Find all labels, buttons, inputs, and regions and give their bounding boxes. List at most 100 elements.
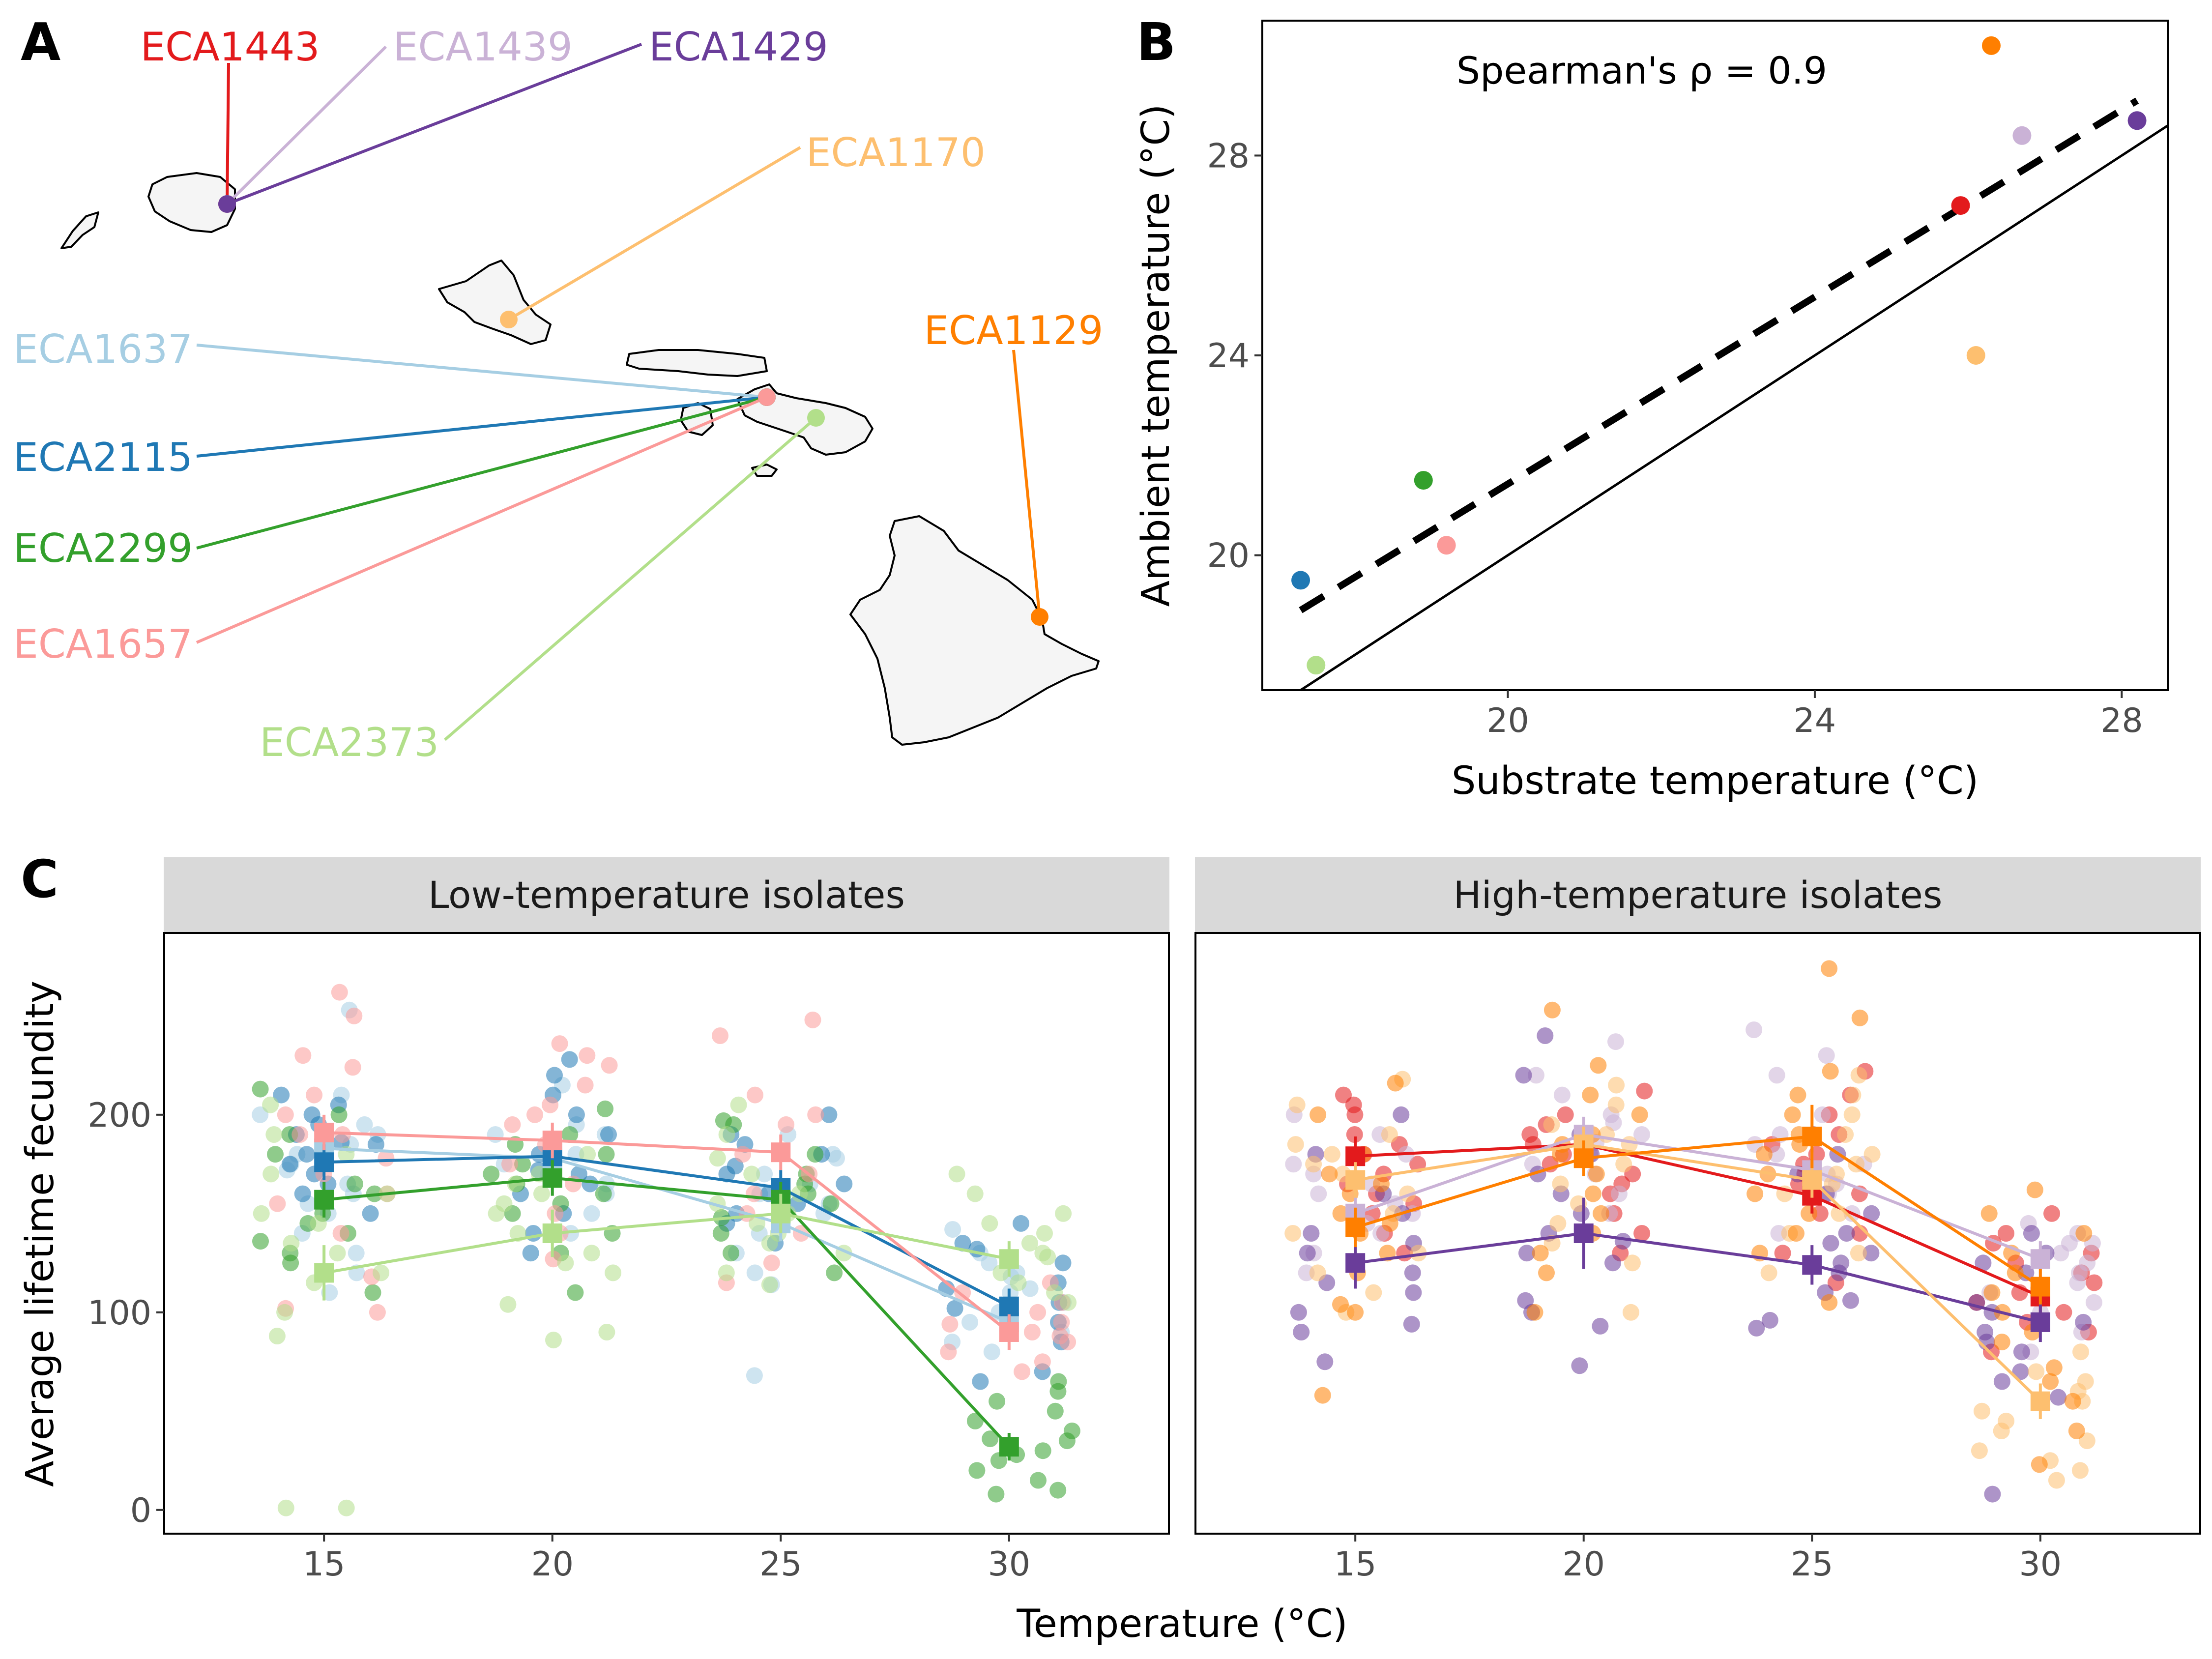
mean-marker-eca2373 — [999, 1249, 1019, 1269]
series-line-eca2299 — [323, 1176, 1011, 1448]
site-dot-eca1429 — [218, 195, 236, 213]
raw-point-eca1657 — [1053, 1313, 1070, 1331]
raw-point-eca1657 — [1014, 1363, 1031, 1380]
raw-point-eca2299 — [595, 1185, 612, 1202]
series-line-eca1439 — [1355, 1133, 2041, 1261]
raw-point-eca1170 — [1624, 1254, 1641, 1272]
mean-marker-eca1429 — [1802, 1255, 1822, 1275]
raw-point-eca2299 — [966, 1412, 984, 1429]
raw-point-eca1429 — [1604, 1254, 1621, 1272]
series-line-eca1443 — [1355, 1143, 2041, 1298]
raw-point-eca1170 — [1850, 1245, 1867, 1262]
raw-point-eca2299 — [807, 1146, 824, 1163]
leader-eca1443 — [226, 62, 230, 204]
raw-point-eca1657 — [734, 1146, 751, 1163]
facet-strip-high — [1195, 857, 2201, 932]
raw-point-eca1439 — [1610, 1185, 1628, 1202]
raw-point-eca1429 — [1518, 1245, 1535, 1262]
raw-point-eca1657 — [579, 1047, 596, 1064]
mean-marker-eca1657 — [771, 1142, 791, 1163]
raw-point-eca2373 — [545, 1332, 562, 1349]
raw-point-eca1443 — [2055, 1304, 2072, 1321]
raw-point-eca1429 — [2012, 1363, 2029, 1380]
raw-point-eca2373 — [507, 1175, 524, 1193]
mean-marker-eca2115 — [999, 1296, 1019, 1316]
raw-point-eca2299 — [598, 1146, 615, 1163]
raw-point-eca1637 — [746, 1264, 763, 1281]
site-labels: ECA1443 ECA1439 ECA1429 ECA1170 ECA1129 ECA16… — [13, 24, 1103, 765]
c-y-tick-label-100: 100 — [87, 1294, 151, 1333]
raw-point-eca2373 — [329, 1245, 346, 1262]
raw-point-eca2373 — [605, 1264, 622, 1281]
facet-strip-label-low: Low-temperature isolates — [428, 873, 905, 917]
island-oahu — [438, 260, 552, 345]
raw-point-eca1637 — [348, 1245, 365, 1262]
raw-point-eca2115 — [522, 1245, 539, 1262]
raw-point-eca2115 — [546, 1067, 563, 1084]
raw-point-eca2373 — [277, 1499, 294, 1516]
raw-point-eca2299 — [561, 1126, 579, 1143]
raw-point-eca1429 — [1403, 1315, 1420, 1333]
raw-point-eca2299 — [346, 1175, 363, 1193]
site-label-eca1637: ECA1637 — [13, 326, 193, 372]
panel-c-x-ticks: 15 20 25 30 15 20 25 30 — [303, 1534, 2062, 1584]
raw-point-eca2299 — [1049, 1482, 1067, 1499]
raw-point-eca1129 — [2026, 1181, 2043, 1198]
raw-point-eca1170 — [2078, 1432, 2096, 1450]
raw-point-eca1657 — [745, 1185, 762, 1202]
series-line-eca1637 — [324, 1147, 1010, 1324]
panel-b-y-ticks: 20 24 28 — [1207, 137, 1262, 576]
raw-point-eca1429 — [2050, 1389, 2067, 1406]
raw-point-eca2299 — [1034, 1442, 1051, 1459]
raw-point-eca1129 — [1532, 1245, 1549, 1262]
mean-marker-eca2299 — [542, 1168, 562, 1188]
raw-point-eca1429 — [1515, 1067, 1532, 1084]
raw-point-eca1170 — [1615, 1156, 1632, 1173]
raw-point-eca1129 — [1801, 1205, 1818, 1222]
raw-point-eca1170 — [1288, 1096, 1306, 1113]
panel-b-points — [1291, 36, 2147, 675]
raw-point-eca1443 — [1998, 1225, 2014, 1242]
series-line-eca2373 — [323, 1212, 1010, 1275]
raw-point-eca2115 — [1013, 1215, 1029, 1232]
raw-point-eca1129 — [1788, 1225, 1805, 1242]
raw-point-eca1170 — [1850, 1067, 1867, 1084]
raw-point-eca1170 — [1843, 1106, 1861, 1123]
raw-point-eca1657 — [542, 1096, 559, 1113]
raw-point-eca1439 — [1768, 1146, 1785, 1163]
mean-marker-eca1429 — [1573, 1223, 1594, 1243]
panel-c-y-axis-title: Average lifetime fecundity — [18, 981, 62, 1487]
series-line-eca1129 — [1355, 1135, 2041, 1288]
facet-strip-label-high: High-temperature isolates — [1453, 873, 1942, 917]
raw-point-eca1657 — [504, 1116, 521, 1133]
raw-point-eca2299 — [1050, 1373, 1067, 1390]
raw-point-eca1429 — [1614, 1233, 1631, 1250]
raw-point-eca1657 — [954, 1284, 971, 1301]
raw-point-eca2115 — [561, 1051, 578, 1068]
raw-point-eca2373 — [1036, 1225, 1053, 1242]
raw-point-eca1129 — [2064, 1393, 2081, 1410]
raw-point-eca1170 — [1844, 1086, 1862, 1104]
raw-point-eca1129 — [1784, 1106, 1801, 1123]
raw-point-eca1429 — [1984, 1485, 2001, 1503]
raw-point-eca1429 — [1863, 1205, 1880, 1222]
raw-point-eca2373 — [310, 1215, 327, 1232]
raw-point-eca1637 — [944, 1221, 961, 1238]
raw-point-eca1170 — [1973, 1402, 1990, 1420]
raw-point-eca1429 — [2013, 1343, 2030, 1361]
raw-point-eca1170 — [1837, 1126, 1854, 1143]
raw-point-eca1129 — [1789, 1086, 1806, 1104]
point-eca1429 — [2127, 111, 2147, 130]
raw-point-eca1657 — [344, 1059, 361, 1076]
leader-eca1439 — [226, 45, 387, 205]
raw-point-eca2115 — [524, 1225, 542, 1242]
raw-point-eca1657 — [526, 1106, 543, 1123]
raw-point-eca2299 — [252, 1080, 269, 1098]
raw-point-eca1129 — [1983, 1284, 2001, 1301]
series-line-eca1657 — [324, 1131, 1010, 1334]
raw-point-eca1439 — [1818, 1047, 1835, 1064]
site-dot-eca1129 — [1031, 608, 1048, 626]
panel-b-frame — [1261, 20, 2169, 691]
raw-point-eca1429 — [1838, 1225, 1855, 1242]
raw-point-eca2373 — [709, 1150, 726, 1167]
